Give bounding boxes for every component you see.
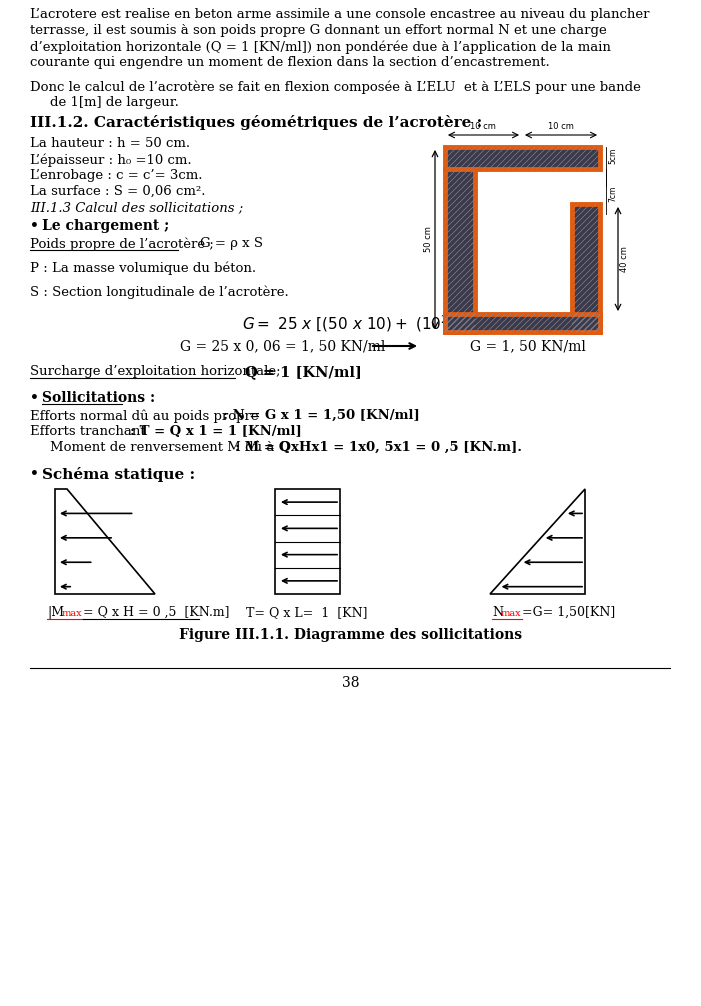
Text: de 1[m] de largeur.: de 1[m] de largeur. [50,96,179,109]
Text: courante qui engendre un moment de flexion dans la section d’encastrement.: courante qui engendre un moment de flexi… [30,56,550,69]
Text: N: N [492,606,503,619]
Bar [572,204,600,332]
Text: Surcharge d’exploitation horizontale;: Surcharge d’exploitation horizontale; [30,365,280,378]
Text: 50 cm: 50 cm [424,226,433,252]
Text: 7cm: 7cm [608,186,617,202]
Text: 40 cm: 40 cm [620,246,629,272]
Text: Figure III.1.1. Diagramme des sollicitations: Figure III.1.1. Diagramme des sollicitat… [179,628,522,642]
Text: III.1.3 Calcul des sollicitations ;: III.1.3 Calcul des sollicitations ; [30,201,243,214]
Text: 5cm: 5cm [608,148,617,164]
Text: L’enrobage : c = c’= 3cm.: L’enrobage : c = c’= 3cm. [30,169,203,182]
Text: Moment de renversement M dû à Q: Moment de renversement M dû à Q [50,441,294,454]
Text: 38: 38 [342,676,360,690]
Text: T= Q x L=  1  [KN]: T= Q x L= 1 [KN] [246,606,368,619]
Text: L’épaisseur : h₀ =10 cm.: L’épaisseur : h₀ =10 cm. [30,153,191,167]
Text: Q = 1 [KN/ml]: Q = 1 [KN/ml] [245,365,362,379]
Text: •: • [30,467,39,481]
Text: |M: |M [47,606,64,619]
Text: : T = Q x 1 = 1 [KN/ml]: : T = Q x 1 = 1 [KN/ml] [130,425,301,438]
Text: Le chargement ;: Le chargement ; [42,219,169,233]
Text: $G = \ 25 \ x \ [(50 \ x \ 10 ) + \ ( 10^2)]$: $G = \ 25 \ x \ [(50 \ x \ 10 ) + \ ( 10… [242,313,461,334]
Text: G = 1, 50 KN/ml: G = 1, 50 KN/ml [470,339,586,353]
Text: III.1.2. Caractéristiques géométriques de l’acrotère :: III.1.2. Caractéristiques géométriques d… [30,115,482,130]
Text: max: max [501,609,522,618]
Bar [445,169,475,332]
Text: Schéma statique :: Schéma statique : [42,467,195,482]
Text: Poids propre de l’acrotère ;: Poids propre de l’acrotère ; [30,237,214,250]
Text: terrasse, il est soumis à son poids propre G donnant un effort normal N et une c: terrasse, il est soumis à son poids prop… [30,24,607,37]
Text: Donc le calcul de l’acrotère se fait en flexion composée à L’ELU  et à L’ELS pou: Donc le calcul de l’acrotère se fait en … [30,80,641,94]
Text: La hauteur : h = 50 cm.: La hauteur : h = 50 cm. [30,137,190,150]
Text: G = 25 x 0, 06 = 1, 50 KN/ml: G = 25 x 0, 06 = 1, 50 KN/ml [180,339,386,353]
Text: P : La masse volumique du béton.: P : La masse volumique du béton. [30,261,256,275]
Text: 10 cm: 10 cm [548,122,574,131]
Text: : M = QxHx1 = 1x0, 5x1 = 0 ,5 [KN.m].: : M = QxHx1 = 1x0, 5x1 = 0 ,5 [KN.m]. [235,441,522,454]
Text: Efforts normal dû au poids propre: Efforts normal dû au poids propre [30,409,263,423]
Text: •: • [30,219,39,233]
Text: max: max [62,609,83,618]
Text: : N = G x 1 = 1,50 [KN/ml]: : N = G x 1 = 1,50 [KN/ml] [223,409,420,422]
Text: d’exploitation horizontale (Q = 1 [KN/ml]) non pondérée due à l’application de l: d’exploitation horizontale (Q = 1 [KN/ml… [30,40,611,53]
Text: Sollicitations :: Sollicitations : [42,391,155,405]
Bar [445,314,600,332]
Text: =G= 1,50[KN]: =G= 1,50[KN] [522,606,615,619]
Text: •: • [30,391,39,405]
Text: = Q x H = 0 ,5  [KN.m]: = Q x H = 0 ,5 [KN.m] [83,606,229,619]
Bar [445,147,600,169]
Text: G = ρ x S: G = ρ x S [200,237,263,250]
Text: S : Section longitudinale de l’acrotère.: S : Section longitudinale de l’acrotère. [30,285,289,299]
Bar [275,489,340,594]
Text: La surface : S = 0,06 cm².: La surface : S = 0,06 cm². [30,185,205,198]
Text: 10 cm: 10 cm [470,122,496,131]
Text: Efforts tranchant: Efforts tranchant [30,425,150,438]
Text: L’acrotere est realise en beton arme assimile a une console encastree au niveau : L’acrotere est realise en beton arme ass… [30,8,650,21]
